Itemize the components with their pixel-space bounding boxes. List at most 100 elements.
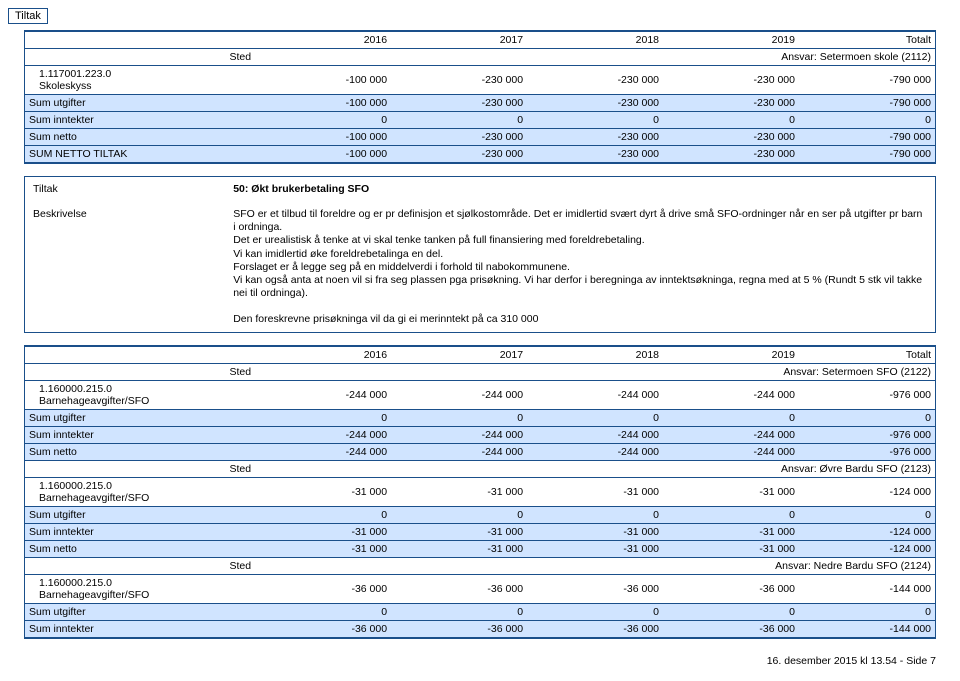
sted-label: Sted <box>25 461 255 478</box>
cell: -36 000 <box>391 575 527 604</box>
sted-row: StedAnsvar: Øvre Bardu SFO (2123) <box>25 461 935 478</box>
cell: -230 000 <box>663 129 799 146</box>
cell: 0 <box>799 112 935 129</box>
year-col: 2019 <box>663 32 799 49</box>
sum_netto-row: Sum netto-31 000-31 000-31 000-31 000-12… <box>25 541 935 558</box>
row-label: Sum inntekter <box>25 524 255 541</box>
cell: 0 <box>527 604 663 621</box>
cell: 0 <box>799 604 935 621</box>
cell: -790 000 <box>799 146 935 163</box>
cell: -244 000 <box>527 444 663 461</box>
page-footer: 16. desember 2015 kl 13.54 - Side 7 <box>8 651 952 667</box>
cell: -31 000 <box>391 524 527 541</box>
sum-inntekter-row: Sum inntekter 0 0 0 0 0 <box>25 112 935 129</box>
item-id-name: 1.117001.223.0Skoleskyss <box>25 66 255 95</box>
row-label: SUM NETTO TILTAK <box>25 146 255 163</box>
cell: -36 000 <box>663 621 799 638</box>
sted-label: Sted <box>25 558 255 575</box>
cell: 0 <box>391 410 527 427</box>
item-id-name: 1.160000.215.0Barnehageavgifter/SFO <box>25 478 255 507</box>
cell: -230 000 <box>527 146 663 163</box>
table-block-2: 2016 2017 2018 2019 Totalt StedAnsvar: S… <box>25 346 935 638</box>
cell: -230 000 <box>663 66 799 95</box>
row-label: Sum inntekter <box>25 621 255 638</box>
sum-utgifter-row: Sum utgifter -100 000 -230 000 -230 000 … <box>25 95 935 112</box>
cell: -230 000 <box>527 95 663 112</box>
cell: -244 000 <box>255 381 391 410</box>
cell: -36 000 <box>391 621 527 638</box>
cell: -244 000 <box>663 381 799 410</box>
cell: 0 <box>663 410 799 427</box>
row-label: Sum netto <box>25 444 255 461</box>
ansvar-text: Ansvar: Nedre Bardu SFO (2124) <box>255 558 935 575</box>
cell: -100 000 <box>255 129 391 146</box>
cell: -31 000 <box>255 478 391 507</box>
cell: -790 000 <box>799 129 935 146</box>
cell: -144 000 <box>799 621 935 638</box>
cell: 0 <box>663 112 799 129</box>
cell: -36 000 <box>527 575 663 604</box>
cell: -244 000 <box>663 427 799 444</box>
sum-netto-row: Sum netto -100 000 -230 000 -230 000 -23… <box>25 129 935 146</box>
item-row: 1.117001.223.0Skoleskyss -100 000 -230 0… <box>25 66 935 95</box>
tiltak-label: Tiltak <box>8 8 48 24</box>
sum_utgifter-row: Sum utgifter00000 <box>25 410 935 427</box>
cell: -976 000 <box>799 381 935 410</box>
block-1: 2016 2017 2018 2019 Totalt Sted Ansvar: … <box>24 30 936 164</box>
year-col: 2018 <box>527 347 663 364</box>
sum_inntekter-row: Sum inntekter-244 000-244 000-244 000-24… <box>25 427 935 444</box>
row-label: Sum netto <box>25 129 255 146</box>
cell: -244 000 <box>391 381 527 410</box>
cell: -230 000 <box>391 95 527 112</box>
cell: -230 000 <box>527 66 663 95</box>
row-label: Sum utgifter <box>25 410 255 427</box>
row-label: Sum netto <box>25 541 255 558</box>
ansvar-text: Ansvar: Setermoen skole (2112) <box>255 49 935 66</box>
item-row: 1.160000.215.0Barnehageavgifter/SFO-36 0… <box>25 575 935 604</box>
cell: 0 <box>527 112 663 129</box>
cell: 0 <box>255 604 391 621</box>
sum_inntekter-row: Sum inntekter-31 000-31 000-31 000-31 00… <box>25 524 935 541</box>
cell: -244 000 <box>255 427 391 444</box>
year-col: 2017 <box>391 32 527 49</box>
year-col: 2016 <box>255 32 391 49</box>
cell: 0 <box>527 410 663 427</box>
cell: -36 000 <box>255 621 391 638</box>
cell: 0 <box>255 112 391 129</box>
cell: -230 000 <box>391 129 527 146</box>
cell: -31 000 <box>255 541 391 558</box>
item-row: 1.160000.215.0Barnehageavgifter/SFO-244 … <box>25 381 935 410</box>
item-row: 1.160000.215.0Barnehageavgifter/SFO-31 0… <box>25 478 935 507</box>
year-col: Totalt <box>799 32 935 49</box>
cell: 0 <box>255 507 391 524</box>
sum_utgifter-row: Sum utgifter00000 <box>25 507 935 524</box>
block-2: 2016 2017 2018 2019 Totalt StedAnsvar: S… <box>24 345 936 639</box>
year-header-row: 2016 2017 2018 2019 Totalt <box>25 347 935 364</box>
cell: -36 000 <box>255 575 391 604</box>
cell: -230 000 <box>527 129 663 146</box>
row-label: Sum utgifter <box>25 507 255 524</box>
beskrivelse-label: Beskrivelse <box>25 202 225 332</box>
cell: -244 000 <box>391 444 527 461</box>
cell: -230 000 <box>391 66 527 95</box>
cell: -31 000 <box>527 478 663 507</box>
cell: -230 000 <box>391 146 527 163</box>
cell: -790 000 <box>799 66 935 95</box>
cell: -100 000 <box>255 66 391 95</box>
sted-label: Sted <box>25 364 255 381</box>
cell: 0 <box>391 112 527 129</box>
cell: 0 <box>527 507 663 524</box>
ansvar-text: Ansvar: Setermoen SFO (2122) <box>255 364 935 381</box>
cell: -31 000 <box>391 541 527 558</box>
cell: 0 <box>663 604 799 621</box>
cell: -230 000 <box>663 146 799 163</box>
cell: -36 000 <box>527 621 663 638</box>
year-col: 2016 <box>255 347 391 364</box>
cell: -100 000 <box>255 146 391 163</box>
year-col: Totalt <box>799 347 935 364</box>
sted-row: StedAnsvar: Nedre Bardu SFO (2124) <box>25 558 935 575</box>
cell: 0 <box>391 507 527 524</box>
cell: -144 000 <box>799 575 935 604</box>
cell: -976 000 <box>799 444 935 461</box>
cell: -244 000 <box>663 444 799 461</box>
